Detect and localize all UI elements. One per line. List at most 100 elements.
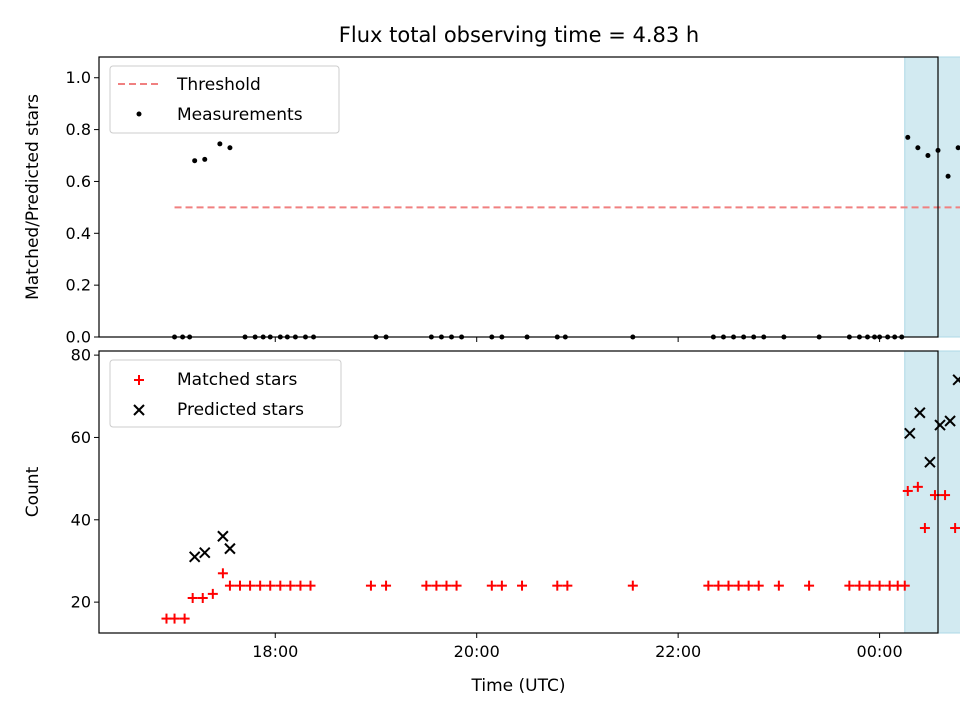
measurement-point — [915, 145, 921, 151]
matched-star-point — [743, 580, 754, 591]
matched-star-point — [295, 580, 306, 591]
y-tick-label: 0.2 — [66, 276, 91, 295]
x-tick-label: 20:00 — [454, 642, 500, 661]
matched-star-point — [381, 580, 392, 591]
matched-star-point — [864, 580, 875, 591]
matched-star-point — [187, 593, 198, 604]
predicted-star-point — [934, 419, 946, 431]
predicted-star-point — [914, 407, 926, 419]
y-tick-label: 60 — [71, 428, 91, 447]
legend-matched-label: Matched stars — [177, 370, 297, 390]
matched-star-point — [207, 588, 218, 599]
matched-star-point — [197, 593, 208, 604]
ratio-legend-box — [109, 65, 340, 134]
measurement-point — [202, 156, 208, 162]
predicted-swatch-mark — [133, 404, 145, 416]
count-panel-frame — [98, 350, 939, 634]
ratio-panel: 0.0 0.2 0.4 0.6 0.8 1.0 Matched/Predicted sta… — [23, 56, 960, 347]
ratio-legend: Threshold Measurements — [109, 65, 340, 134]
measurement-point — [945, 173, 951, 179]
ratio-panel-frame — [98, 56, 939, 338]
predicted-star-point — [944, 415, 956, 427]
matched-star-point — [275, 580, 286, 591]
ratio-x-ticks — [274, 337, 881, 342]
measurement-point — [905, 134, 911, 140]
matched-star-point — [899, 580, 910, 591]
count-legend: Matched stars Predicted stars — [109, 359, 342, 428]
legend-measurement-swatch — [136, 111, 142, 117]
matched-swatch-mark — [134, 375, 144, 385]
x-axis-label: Time (UTC) — [471, 676, 566, 696]
matched-star-point — [224, 580, 235, 591]
ratio-y-ticks: 0.0 0.2 0.4 0.6 0.8 1.0 — [66, 68, 99, 347]
matched-star-point — [733, 580, 744, 591]
matched-star-point — [431, 580, 442, 591]
count-y-ticks: 20 40 60 80 — [71, 346, 99, 612]
matched-star-point — [773, 580, 784, 591]
y-tick-label: 0.6 — [66, 172, 91, 191]
matched-star-point — [441, 580, 452, 591]
matched-star-point — [919, 523, 930, 534]
measurement-point — [955, 145, 960, 151]
matched-star-point — [169, 613, 180, 624]
matched-star-point — [496, 580, 507, 591]
legend-predicted-swatch — [133, 404, 145, 416]
predicted-star-point — [188, 551, 201, 563]
matched-star-point — [874, 580, 885, 591]
matched-star-point — [950, 523, 960, 534]
matched-star-point — [517, 580, 528, 591]
matched-star-point — [305, 580, 316, 591]
count-y-axis-label: Count — [23, 466, 43, 517]
chart-title: Flux total observing time = 4.83 h — [339, 23, 699, 47]
matched-star-point — [245, 580, 256, 591]
matched-star-point — [451, 580, 462, 591]
x-tick-label: 18:00 — [252, 642, 298, 661]
matched-star-point — [365, 580, 376, 591]
matched-star-point — [552, 580, 563, 591]
x-tick-label: 00:00 — [857, 642, 903, 661]
predicted-star-point — [952, 374, 960, 386]
matched-star-point — [255, 580, 266, 591]
matched-star-point — [902, 485, 913, 496]
legend-predicted-label: Predicted stars — [177, 400, 304, 420]
matched-star-point — [723, 580, 734, 591]
matched-star-point — [804, 580, 815, 591]
predicted-star-point — [904, 427, 916, 440]
observing-window-band — [904, 350, 960, 634]
y-tick-label: 0.8 — [66, 120, 91, 139]
predicted-star-point — [224, 542, 236, 555]
matched-star-point — [217, 568, 228, 579]
count-legend-box — [109, 359, 342, 428]
y-tick-label: 0.4 — [66, 224, 91, 243]
legend-threshold-label: Threshold — [176, 75, 261, 95]
measurement-point — [227, 145, 233, 151]
y-tick-label: 0.0 — [66, 328, 91, 347]
matched-star-point — [627, 580, 638, 591]
matched-star-point — [421, 580, 432, 591]
y-tick-label: 40 — [71, 510, 91, 529]
matched-star-point — [179, 613, 190, 624]
matched-star-point — [703, 580, 714, 591]
predicted-star-point — [217, 530, 229, 542]
y-tick-label: 80 — [71, 346, 91, 365]
ratio-y-axis-label: Matched/Predicted stars — [23, 94, 43, 300]
matched-star-point — [940, 490, 951, 501]
matched-star-point — [713, 580, 724, 591]
matched-star-point — [912, 481, 923, 492]
matched-star-point — [844, 580, 855, 591]
matched-star-point — [753, 580, 764, 591]
matched-star-point — [235, 580, 246, 591]
observing-window-band — [904, 56, 960, 338]
y-tick-label: 20 — [71, 593, 91, 612]
predicted-star-point — [199, 547, 211, 559]
matched-star-point — [562, 580, 573, 591]
count-points — [161, 374, 960, 624]
measurement-point — [217, 141, 223, 147]
matched-star-point — [285, 580, 296, 591]
legend-matched-swatch — [134, 375, 144, 385]
y-tick-label: 1.0 — [66, 68, 91, 87]
matched-star-point — [486, 580, 497, 591]
